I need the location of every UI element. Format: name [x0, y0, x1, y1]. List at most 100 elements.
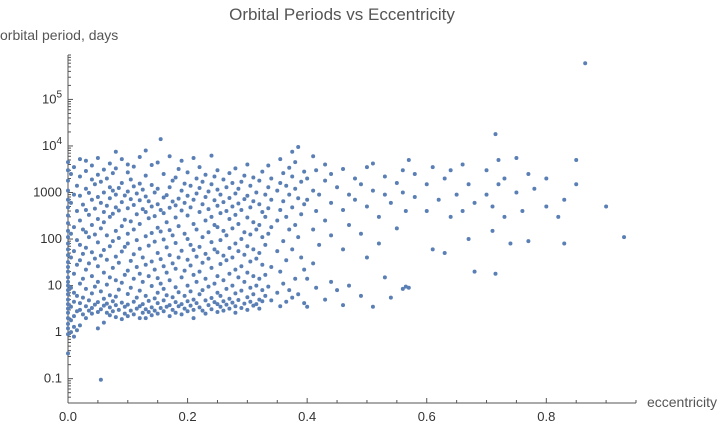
data-point	[263, 192, 268, 197]
data-point	[66, 253, 70, 258]
data-point	[128, 308, 133, 313]
data-point	[209, 265, 214, 270]
data-point	[230, 300, 235, 305]
data-point	[119, 200, 124, 205]
data-point	[86, 235, 91, 240]
data-point	[257, 306, 262, 311]
data-point	[131, 164, 136, 169]
data-point	[430, 165, 435, 170]
data-point	[191, 307, 196, 312]
data-point	[496, 157, 501, 162]
data-point	[266, 163, 271, 168]
data-point	[311, 227, 316, 232]
data-point	[233, 212, 238, 217]
data-point	[230, 204, 235, 209]
data-point	[92, 206, 97, 211]
data-point	[182, 231, 187, 236]
data-point	[125, 170, 130, 175]
data-point	[167, 253, 172, 258]
data-point	[137, 316, 142, 321]
data-point	[221, 299, 226, 304]
data-point	[254, 190, 259, 195]
data-point	[122, 193, 127, 198]
data-point	[376, 241, 381, 246]
data-point	[194, 254, 199, 259]
data-point	[71, 225, 76, 230]
axes	[67, 55, 636, 404]
data-point	[107, 185, 112, 190]
data-point	[278, 180, 283, 185]
data-point	[101, 167, 106, 172]
data-point	[245, 215, 250, 220]
data-point	[173, 215, 178, 220]
data-point	[305, 176, 310, 181]
data-point	[323, 218, 328, 223]
data-point	[260, 288, 265, 293]
data-point	[155, 301, 160, 306]
data-point	[227, 171, 232, 176]
data-point	[107, 161, 112, 166]
data-point	[296, 144, 301, 149]
data-point	[191, 272, 196, 277]
data-point	[74, 328, 79, 333]
data-point	[167, 154, 172, 159]
data-point	[77, 174, 82, 179]
data-point	[502, 214, 507, 219]
data-point	[164, 270, 169, 275]
data-point	[329, 233, 334, 238]
data-point	[125, 291, 130, 296]
data-point	[161, 298, 166, 303]
data-point	[622, 235, 627, 240]
data-point	[68, 231, 73, 236]
data-point	[200, 260, 205, 265]
y-tick-label: 104	[42, 136, 62, 153]
data-point	[526, 239, 531, 244]
data-point	[83, 158, 88, 163]
data-point	[89, 311, 94, 316]
data-point	[95, 240, 100, 245]
data-point	[215, 168, 220, 173]
data-point	[161, 171, 166, 176]
data-point	[329, 279, 334, 284]
data-point	[233, 291, 238, 296]
data-point	[364, 255, 369, 260]
data-point	[143, 316, 148, 321]
data-point	[302, 169, 307, 174]
data-point	[80, 202, 85, 207]
data-point	[260, 235, 265, 240]
data-point	[140, 279, 145, 284]
data-point	[242, 197, 247, 202]
data-point	[143, 293, 148, 298]
data-point	[215, 290, 220, 295]
data-point	[454, 192, 459, 197]
data-point	[107, 196, 112, 201]
data-point	[137, 288, 142, 293]
data-point	[203, 298, 208, 303]
data-point	[311, 154, 316, 159]
data-point	[197, 269, 202, 274]
data-point	[131, 202, 136, 207]
data-point	[194, 227, 199, 232]
data-point	[77, 157, 82, 162]
data-point	[182, 306, 187, 311]
data-point	[233, 310, 238, 315]
data-point	[149, 313, 154, 318]
data-point	[296, 235, 301, 240]
data-point	[388, 200, 393, 205]
data-point	[89, 250, 94, 255]
data-point	[251, 220, 256, 225]
data-point	[128, 219, 133, 224]
data-point	[143, 173, 148, 178]
data-point	[218, 211, 223, 216]
data-point	[323, 162, 328, 167]
data-point	[170, 199, 175, 204]
data-point	[239, 288, 244, 293]
data-point	[77, 323, 82, 328]
data-point	[251, 199, 256, 204]
data-point	[287, 192, 292, 197]
data-point	[92, 256, 97, 261]
data-point	[107, 275, 112, 280]
data-point	[251, 175, 256, 180]
data-point	[466, 182, 471, 187]
data-point	[98, 226, 103, 231]
